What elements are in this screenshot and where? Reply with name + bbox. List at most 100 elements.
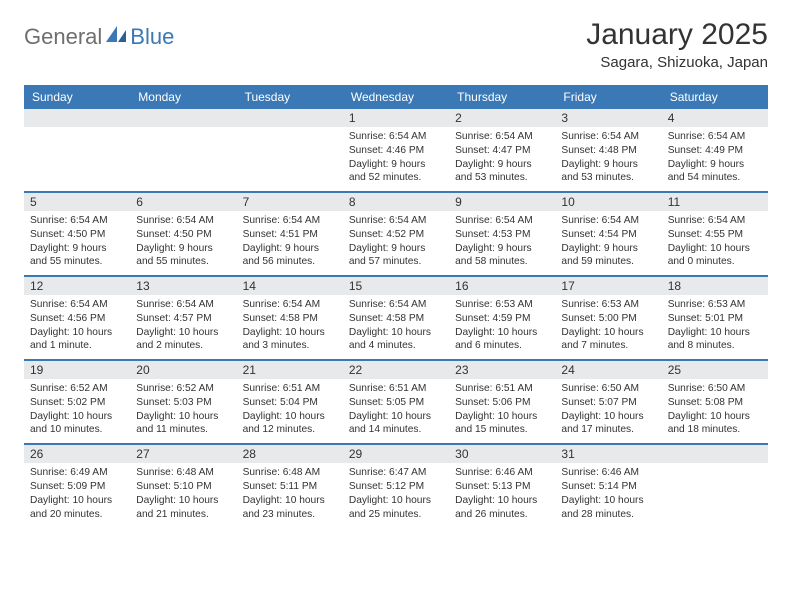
sunset-text: Sunset: 5:09 PM [30,480,124,494]
day-number: 12 [24,277,130,295]
day-details: Sunrise: 6:50 AMSunset: 5:07 PMDaylight:… [555,379,661,443]
sunset-text: Sunset: 4:54 PM [561,228,655,242]
day-cell: 31Sunrise: 6:46 AMSunset: 5:14 PMDayligh… [555,445,661,527]
daylight-text: Daylight: 9 hours and 59 minutes. [561,242,655,270]
sunset-text: Sunset: 4:52 PM [349,228,443,242]
day-cell: 6Sunrise: 6:54 AMSunset: 4:50 PMDaylight… [130,193,236,275]
sunset-text: Sunset: 5:06 PM [455,396,549,410]
day-details: Sunrise: 6:48 AMSunset: 5:10 PMDaylight:… [130,463,236,527]
sunrise-text: Sunrise: 6:51 AM [455,382,549,396]
day-details: Sunrise: 6:52 AMSunset: 5:02 PMDaylight:… [24,379,130,443]
day-number [24,109,130,127]
daylight-text: Daylight: 10 hours and 12 minutes. [243,410,337,438]
sunrise-text: Sunrise: 6:52 AM [30,382,124,396]
daylight-text: Daylight: 10 hours and 20 minutes. [30,494,124,522]
day-details: Sunrise: 6:51 AMSunset: 5:04 PMDaylight:… [237,379,343,443]
weeks-container: 1Sunrise: 6:54 AMSunset: 4:46 PMDaylight… [24,109,768,527]
day-cell: 24Sunrise: 6:50 AMSunset: 5:07 PMDayligh… [555,361,661,443]
logo-sail-icon [106,26,128,42]
day-details: Sunrise: 6:54 AMSunset: 4:58 PMDaylight:… [237,295,343,359]
sunrise-text: Sunrise: 6:48 AM [243,466,337,480]
day-cell: 4Sunrise: 6:54 AMSunset: 4:49 PMDaylight… [662,109,768,191]
sunrise-text: Sunrise: 6:51 AM [243,382,337,396]
sunrise-text: Sunrise: 6:54 AM [668,130,762,144]
day-cell: 7Sunrise: 6:54 AMSunset: 4:51 PMDaylight… [237,193,343,275]
sunset-text: Sunset: 5:03 PM [136,396,230,410]
day-details: Sunrise: 6:54 AMSunset: 4:53 PMDaylight:… [449,211,555,275]
sunset-text: Sunset: 5:01 PM [668,312,762,326]
week-row: 19Sunrise: 6:52 AMSunset: 5:02 PMDayligh… [24,361,768,445]
month-title: January 2025 [586,18,768,52]
week-row: 12Sunrise: 6:54 AMSunset: 4:56 PMDayligh… [24,277,768,361]
day-details: Sunrise: 6:54 AMSunset: 4:49 PMDaylight:… [662,127,768,191]
day-cell: 19Sunrise: 6:52 AMSunset: 5:02 PMDayligh… [24,361,130,443]
sunrise-text: Sunrise: 6:52 AM [136,382,230,396]
day-number: 16 [449,277,555,295]
day-cell: 15Sunrise: 6:54 AMSunset: 4:58 PMDayligh… [343,277,449,359]
sunset-text: Sunset: 4:50 PM [136,228,230,242]
day-cell: 8Sunrise: 6:54 AMSunset: 4:52 PMDaylight… [343,193,449,275]
daylight-text: Daylight: 10 hours and 17 minutes. [561,410,655,438]
day-cell: 25Sunrise: 6:50 AMSunset: 5:08 PMDayligh… [662,361,768,443]
daylight-text: Daylight: 10 hours and 1 minute. [30,326,124,354]
day-details: Sunrise: 6:54 AMSunset: 4:54 PMDaylight:… [555,211,661,275]
day-cell [24,109,130,191]
day-number: 26 [24,445,130,463]
daylight-text: Daylight: 10 hours and 18 minutes. [668,410,762,438]
day-cell: 28Sunrise: 6:48 AMSunset: 5:11 PMDayligh… [237,445,343,527]
daylight-text: Daylight: 9 hours and 56 minutes. [243,242,337,270]
daylight-text: Daylight: 10 hours and 15 minutes. [455,410,549,438]
day-cell: 3Sunrise: 6:54 AMSunset: 4:48 PMDaylight… [555,109,661,191]
daylight-text: Daylight: 10 hours and 4 minutes. [349,326,443,354]
day-cell: 5Sunrise: 6:54 AMSunset: 4:50 PMDaylight… [24,193,130,275]
sunset-text: Sunset: 4:53 PM [455,228,549,242]
day-details: Sunrise: 6:53 AMSunset: 5:00 PMDaylight:… [555,295,661,359]
day-number: 14 [237,277,343,295]
sunset-text: Sunset: 4:59 PM [455,312,549,326]
sunrise-text: Sunrise: 6:50 AM [561,382,655,396]
daylight-text: Daylight: 9 hours and 58 minutes. [455,242,549,270]
sunrise-text: Sunrise: 6:54 AM [30,214,124,228]
sunset-text: Sunset: 5:11 PM [243,480,337,494]
daylight-text: Daylight: 9 hours and 57 minutes. [349,242,443,270]
sunrise-text: Sunrise: 6:54 AM [349,298,443,312]
day-number: 17 [555,277,661,295]
sunset-text: Sunset: 5:04 PM [243,396,337,410]
day-number: 4 [662,109,768,127]
daylight-text: Daylight: 10 hours and 7 minutes. [561,326,655,354]
sunrise-text: Sunrise: 6:54 AM [136,214,230,228]
sunset-text: Sunset: 5:14 PM [561,480,655,494]
daylight-text: Daylight: 10 hours and 3 minutes. [243,326,337,354]
day-details: Sunrise: 6:54 AMSunset: 4:51 PMDaylight:… [237,211,343,275]
sunset-text: Sunset: 5:05 PM [349,396,443,410]
week-row: 26Sunrise: 6:49 AMSunset: 5:09 PMDayligh… [24,445,768,527]
day-details: Sunrise: 6:54 AMSunset: 4:57 PMDaylight:… [130,295,236,359]
daylight-text: Daylight: 10 hours and 2 minutes. [136,326,230,354]
title-block: January 2025 Sagara, Shizuoka, Japan [586,18,768,71]
day-details: Sunrise: 6:49 AMSunset: 5:09 PMDaylight:… [24,463,130,527]
day-number: 29 [343,445,449,463]
day-number: 18 [662,277,768,295]
day-cell: 9Sunrise: 6:54 AMSunset: 4:53 PMDaylight… [449,193,555,275]
sunset-text: Sunset: 4:58 PM [349,312,443,326]
sunset-text: Sunset: 5:00 PM [561,312,655,326]
sunset-text: Sunset: 5:07 PM [561,396,655,410]
day-number: 25 [662,361,768,379]
week-row: 1Sunrise: 6:54 AMSunset: 4:46 PMDaylight… [24,109,768,193]
sunrise-text: Sunrise: 6:54 AM [349,130,443,144]
day-number: 2 [449,109,555,127]
logo-text-blue: Blue [130,24,174,50]
day-details: Sunrise: 6:53 AMSunset: 5:01 PMDaylight:… [662,295,768,359]
sunset-text: Sunset: 4:48 PM [561,144,655,158]
day-details: Sunrise: 6:53 AMSunset: 4:59 PMDaylight:… [449,295,555,359]
week-row: 5Sunrise: 6:54 AMSunset: 4:50 PMDaylight… [24,193,768,277]
day-details: Sunrise: 6:54 AMSunset: 4:47 PMDaylight:… [449,127,555,191]
sunrise-text: Sunrise: 6:54 AM [243,298,337,312]
sunrise-text: Sunrise: 6:54 AM [561,214,655,228]
day-number: 21 [237,361,343,379]
daylight-text: Daylight: 10 hours and 0 minutes. [668,242,762,270]
day-cell: 20Sunrise: 6:52 AMSunset: 5:03 PMDayligh… [130,361,236,443]
sunset-text: Sunset: 5:02 PM [30,396,124,410]
day-number: 24 [555,361,661,379]
weekday-header: Tuesday [237,85,343,109]
